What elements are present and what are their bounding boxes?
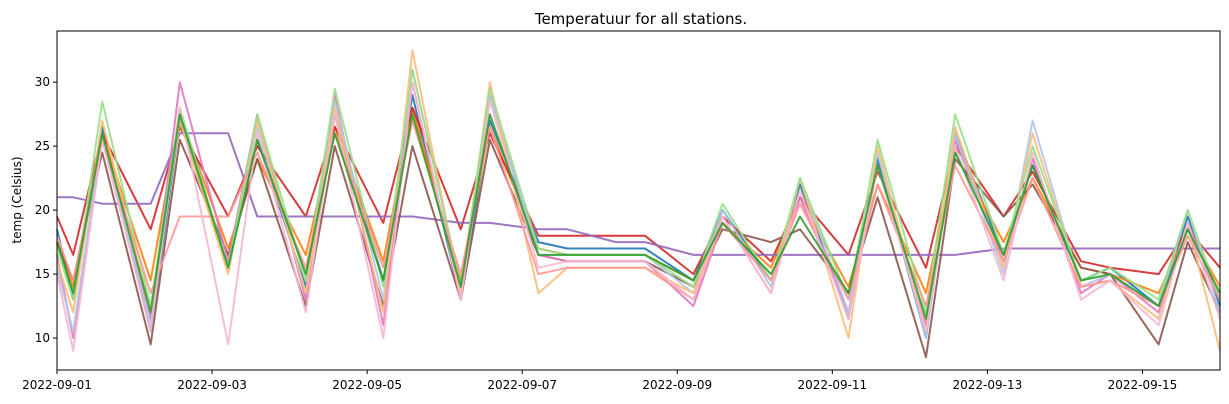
x-tick-label: 2022-09-01 [22,378,92,392]
x-tick-label: 2022-09-03 [177,378,247,392]
series-line-4 [57,132,1220,256]
series-line-1 [56,94,1221,339]
x-tick-label: 2022-09-05 [332,378,402,392]
plot-area [56,49,1221,359]
y-axis: 10 15 20 25 30 [35,75,57,345]
x-tick-label: 2022-09-11 [797,378,867,392]
y-tick-label: 30 [35,75,50,89]
x-tick-label: 2022-09-09 [642,378,712,392]
series-line-10 [56,119,1221,307]
x-tick-label: 2022-09-15 [1108,378,1178,392]
series-line-11 [56,81,1221,352]
series-line-2 [56,106,1221,295]
x-tick-label: 2022-09-07 [487,378,557,392]
y-axis-label: temp (Celsius) [10,156,24,243]
axes-frame [56,30,1221,371]
y-tick-label: 25 [35,139,50,153]
series-line-12 [56,113,1221,320]
chart-title: Temperatuur for all stations. [534,10,747,28]
y-tick-label: 20 [35,203,50,217]
y-tick-label: 10 [35,331,50,345]
x-tick-label: 2022-09-13 [953,378,1023,392]
x-axis: 2022-09-01 2022-09-03 2022-09-05 2022-09-07… [22,370,1177,392]
y-tick-label: 15 [35,267,50,281]
